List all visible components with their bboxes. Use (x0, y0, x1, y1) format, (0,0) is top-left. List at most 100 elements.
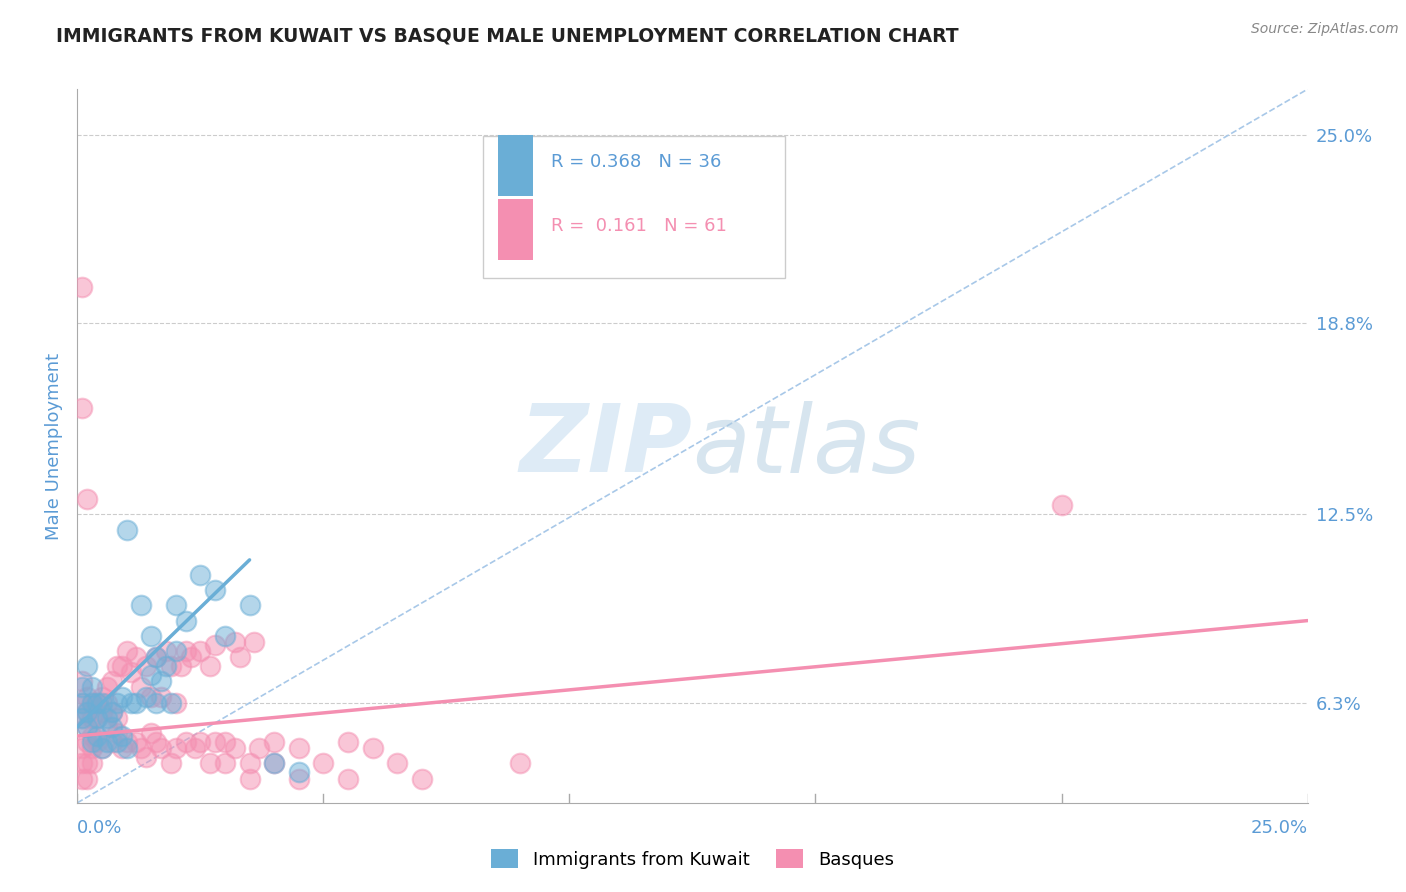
Point (160, 659, 183, 673)
Point (204, 638, 226, 652)
Point (76, 772, 98, 786)
Point (86, 711, 108, 725)
Point (115, 735, 138, 749)
Point (90, 705, 114, 719)
Point (76, 705, 98, 719)
Point (141, 726, 163, 740)
Text: 25.0%: 25.0% (1250, 820, 1308, 838)
Point (125, 696, 148, 710)
Point (76, 659, 98, 673)
Point (312, 756, 335, 771)
Point (82, 735, 104, 749)
Point (243, 635, 266, 649)
Point (141, 629, 163, 643)
Point (90, 696, 114, 710)
Point (509, 756, 531, 771)
Text: 0.0%: 0.0% (77, 820, 122, 838)
Point (165, 644, 187, 658)
Point (145, 735, 167, 749)
Point (200, 659, 222, 673)
Point (70, 401, 93, 415)
Point (174, 644, 197, 658)
Point (76, 492, 98, 507)
Point (224, 635, 246, 649)
Point (155, 644, 177, 658)
Point (96, 696, 118, 710)
Point (188, 568, 212, 582)
Point (160, 696, 183, 710)
Point (90, 690, 114, 704)
Point (70, 711, 93, 725)
Point (214, 629, 236, 643)
Point (263, 756, 285, 771)
Point (82, 729, 104, 743)
FancyBboxPatch shape (484, 136, 785, 278)
Point (150, 690, 173, 704)
Point (86, 696, 108, 710)
Point (105, 735, 128, 749)
Point (204, 735, 226, 749)
Point (105, 659, 128, 673)
Point (129, 741, 153, 756)
Point (76, 720, 98, 734)
Text: ZIP: ZIP (520, 400, 693, 492)
Point (228, 650, 252, 665)
Point (76, 735, 98, 749)
Text: Source: ZipAtlas.com: Source: ZipAtlas.com (1251, 22, 1399, 37)
Point (129, 599, 153, 613)
Point (150, 741, 173, 756)
Point (70, 681, 93, 695)
Point (188, 735, 212, 749)
Point (288, 765, 311, 780)
Point (125, 735, 148, 749)
Text: IMMIGRANTS FROM KUWAIT VS BASQUE MALE UNEMPLOYMENT CORRELATION CHART: IMMIGRANTS FROM KUWAIT VS BASQUE MALE UN… (56, 27, 959, 45)
Point (165, 696, 187, 710)
Point (288, 741, 311, 756)
Point (82, 711, 104, 725)
Point (150, 674, 173, 689)
Point (70, 711, 93, 725)
Point (337, 735, 360, 749)
Point (76, 720, 98, 734)
Point (411, 772, 433, 786)
Point (101, 674, 124, 689)
Point (214, 735, 236, 749)
Point (263, 756, 285, 771)
Point (96, 720, 118, 734)
Point (76, 690, 98, 704)
Text: R = 0.368   N = 36: R = 0.368 N = 36 (551, 153, 721, 170)
Point (76, 756, 98, 771)
Point (111, 690, 132, 704)
Point (70, 756, 93, 771)
Point (121, 665, 143, 680)
Point (135, 750, 157, 764)
Point (70, 674, 93, 689)
Point (200, 756, 222, 771)
Point (249, 741, 271, 756)
Point (135, 659, 157, 673)
Point (145, 650, 167, 665)
Point (90, 741, 114, 756)
Point (101, 705, 124, 719)
Point (385, 756, 409, 771)
Point (165, 599, 187, 613)
Point (111, 729, 132, 743)
Point (184, 741, 207, 756)
Point (239, 599, 262, 613)
Point (135, 690, 157, 704)
Y-axis label: Male Unemployment: Male Unemployment (45, 352, 63, 540)
Bar (498, 199, 533, 260)
Point (160, 756, 183, 771)
Point (111, 741, 132, 756)
Point (145, 696, 167, 710)
Point (82, 681, 104, 695)
Point (263, 735, 285, 749)
Point (96, 735, 118, 749)
Point (125, 650, 148, 665)
Point (361, 741, 384, 756)
Point (101, 735, 124, 749)
Point (288, 772, 311, 786)
Point (121, 696, 143, 710)
Point (224, 741, 246, 756)
Point (1050, 498, 1073, 512)
